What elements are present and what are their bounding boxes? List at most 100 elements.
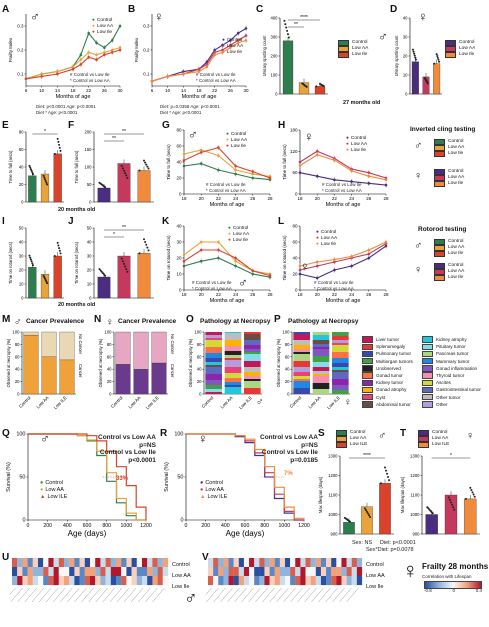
panel-label-C: C — [256, 4, 264, 15]
heatmap-cell — [259, 558, 265, 568]
heatmap-cell — [238, 576, 245, 586]
heatmap-cell — [249, 558, 255, 568]
bar-low-ile — [53, 153, 62, 203]
x-axis-label: Months of age — [326, 298, 361, 304]
heatmap-cell — [116, 576, 122, 586]
y-tick-label: 0 — [275, 92, 278, 97]
x-tick-label: 22 — [332, 196, 338, 201]
y-tick-label: 40 — [176, 224, 182, 229]
heatmap-cell — [152, 576, 158, 586]
heatmap-column-label-mark — [152, 587, 165, 603]
y-tick-label: 900 — [331, 532, 339, 537]
data-point — [315, 276, 319, 280]
data-point — [384, 183, 388, 187]
increase-R: 7% — [284, 471, 293, 477]
survival-curve-low-ile — [28, 433, 147, 520]
y-tick-label: 100 — [195, 330, 203, 335]
heatmap-cell — [320, 567, 327, 577]
heatmap-cell — [69, 567, 75, 577]
data-point — [413, 52, 416, 55]
heatmap-cell — [58, 567, 65, 577]
data-point — [182, 152, 186, 156]
series-line-control — [299, 172, 387, 186]
heatmap-cell — [300, 567, 306, 577]
heatmap-cell — [254, 558, 260, 568]
data-point — [438, 60, 441, 63]
pathology-segment — [224, 333, 242, 340]
pathology-segment — [244, 349, 261, 352]
data-point — [79, 58, 83, 61]
data-point — [24, 77, 28, 81]
stack-segment-no-cancer — [59, 331, 75, 361]
heatmap-cell — [233, 558, 239, 568]
heatmap-column-label-mark — [227, 587, 240, 603]
y-tick-label: 200 — [271, 54, 279, 59]
heatmap-cell — [53, 567, 59, 577]
data-point — [436, 56, 439, 59]
bar-low-ile — [137, 253, 151, 299]
data-point — [147, 167, 150, 170]
data-point — [123, 262, 125, 265]
data-point — [103, 53, 106, 57]
heatmap-title: Frailty 28 months — [422, 562, 489, 571]
data-point — [244, 27, 248, 30]
series-line-low-ile — [151, 39, 247, 82]
legend-item: Low Ile — [230, 144, 247, 149]
heatmap-cell — [126, 567, 132, 577]
data-point — [367, 252, 371, 256]
y-tick-label: 20 — [19, 268, 24, 273]
data-point — [287, 36, 290, 39]
data-point — [234, 256, 237, 260]
heatmap-cell — [290, 558, 296, 568]
pathology-segment — [312, 340, 330, 344]
data-point — [87, 51, 90, 54]
x-tick-label: 20 — [315, 196, 321, 201]
data-point — [268, 274, 272, 277]
data-point — [333, 178, 336, 182]
data-point — [57, 244, 60, 247]
data-point — [103, 46, 106, 49]
y-tick-label: 50 — [19, 475, 25, 481]
x-tick-label: 18 — [181, 292, 187, 297]
data-point — [388, 479, 391, 482]
y-tick-label: 60 — [285, 354, 290, 359]
data-point — [59, 149, 62, 152]
pathology-segment — [205, 365, 222, 367]
legend-D: Control Low AA Low Ile — [445, 40, 475, 58]
y-tick-label: 30 — [176, 240, 182, 245]
bar-control — [97, 187, 111, 203]
heatmap-cell — [100, 567, 106, 577]
x-tick-label: 26 — [366, 292, 372, 297]
series-line-control — [151, 27, 247, 82]
data-point — [59, 252, 62, 255]
data-point — [298, 164, 302, 167]
significance-stars: ** — [122, 129, 126, 135]
pathology-legend-item: Gastrointestinal tumor — [422, 386, 488, 394]
heatmap-cell — [351, 558, 357, 568]
heatmap-cell — [208, 567, 214, 577]
heatmap-cell — [110, 576, 117, 586]
data-point — [28, 164, 31, 167]
panel-label-A: A — [2, 4, 10, 15]
x-tick-label: Low AA — [127, 395, 141, 409]
pathology-segment — [244, 388, 261, 394]
heatmap-cell — [249, 576, 255, 586]
x-axis-label: Age (days) — [226, 529, 265, 538]
y-tick-label: 0 — [295, 192, 298, 197]
pathology-segment — [332, 370, 349, 372]
legend-item: Low AA — [320, 236, 338, 241]
x-tick-label: 26 — [250, 196, 256, 201]
y-axis-label: Survival (%) — [6, 462, 12, 492]
x-tick-label: Control — [110, 395, 124, 409]
pathology-segment — [224, 360, 242, 367]
heatmap-column-label-mark — [10, 587, 16, 595]
x-tick-label: 30 — [117, 88, 123, 93]
data-point — [298, 264, 302, 268]
heatmap-cell — [64, 567, 70, 577]
legend-item: Low Ile — [459, 52, 475, 57]
heatmap-cell — [74, 558, 80, 568]
heatmap-column-label-mark — [138, 587, 151, 603]
data-point — [44, 279, 47, 282]
panel-label-L: L — [278, 216, 285, 227]
data-point — [58, 247, 61, 250]
